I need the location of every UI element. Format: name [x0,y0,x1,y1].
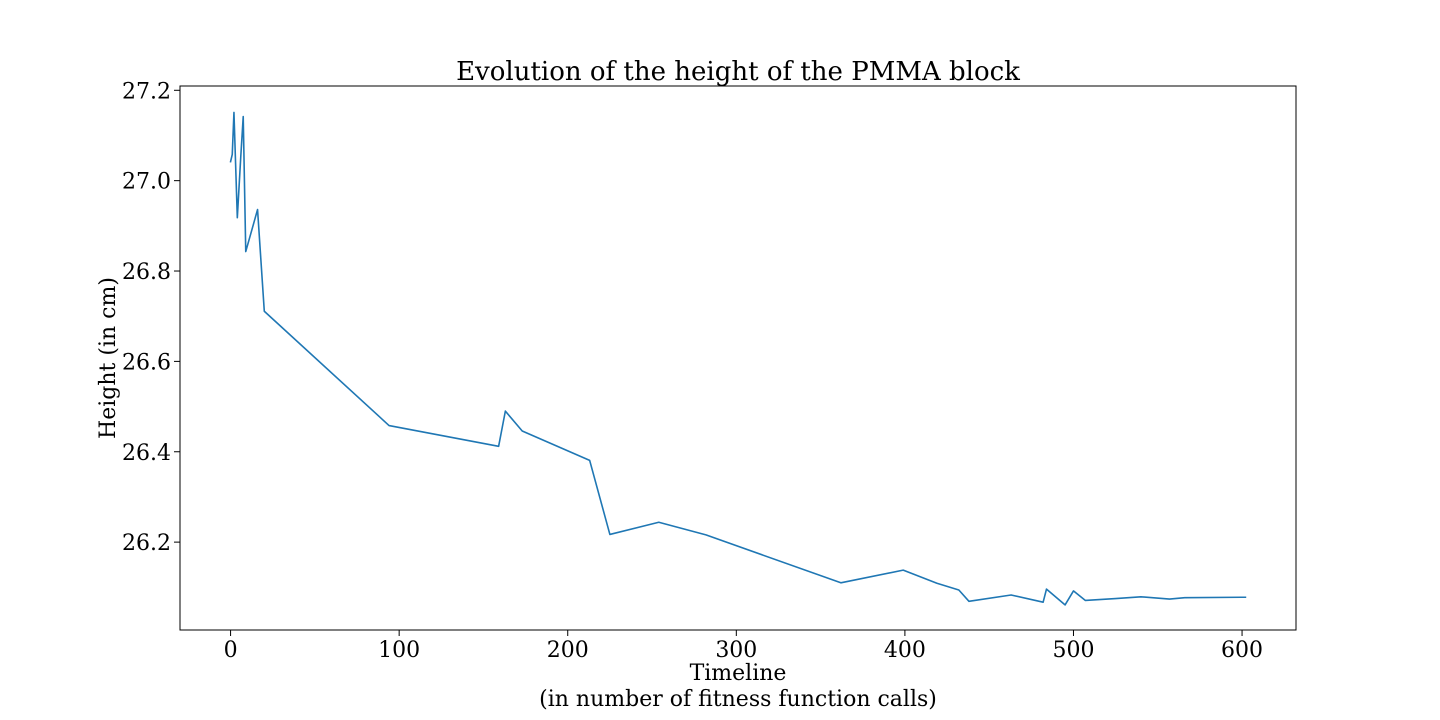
x-tick-label: 200 [547,638,589,663]
y-tick-label: 27.0 [122,170,171,195]
y-axis-label: Height (in cm) [96,277,121,439]
x-tick-label: 500 [1052,638,1094,663]
y-tick-label: 26.6 [122,350,171,375]
x-tick-label: 600 [1221,638,1263,663]
x-tick-label: 100 [378,638,420,663]
x-axis-label: Timeline [690,661,787,686]
axes-frame [179,85,1297,631]
plot-area [179,85,1297,631]
chart-title: Evolution of the height of the PMMA bloc… [456,57,1020,87]
series-line [229,111,1247,606]
y-tick-label: 26.4 [122,441,171,466]
y-axis: 26.2 26.4 26.6 26.8 27.0 27.2 [122,79,180,556]
x-tick-label: 400 [884,638,926,663]
x-axis-label-secondary: (in number of fitness function calls) [539,687,937,712]
x-axis: 0 100 200 300 400 500 600 [224,630,1263,663]
y-tick-label: 26.2 [122,531,171,556]
x-tick-label: 0 [224,638,238,663]
y-tick-label: 27.2 [122,79,171,104]
x-tick-label: 300 [715,638,757,663]
y-tick-label: 26.8 [122,260,171,285]
